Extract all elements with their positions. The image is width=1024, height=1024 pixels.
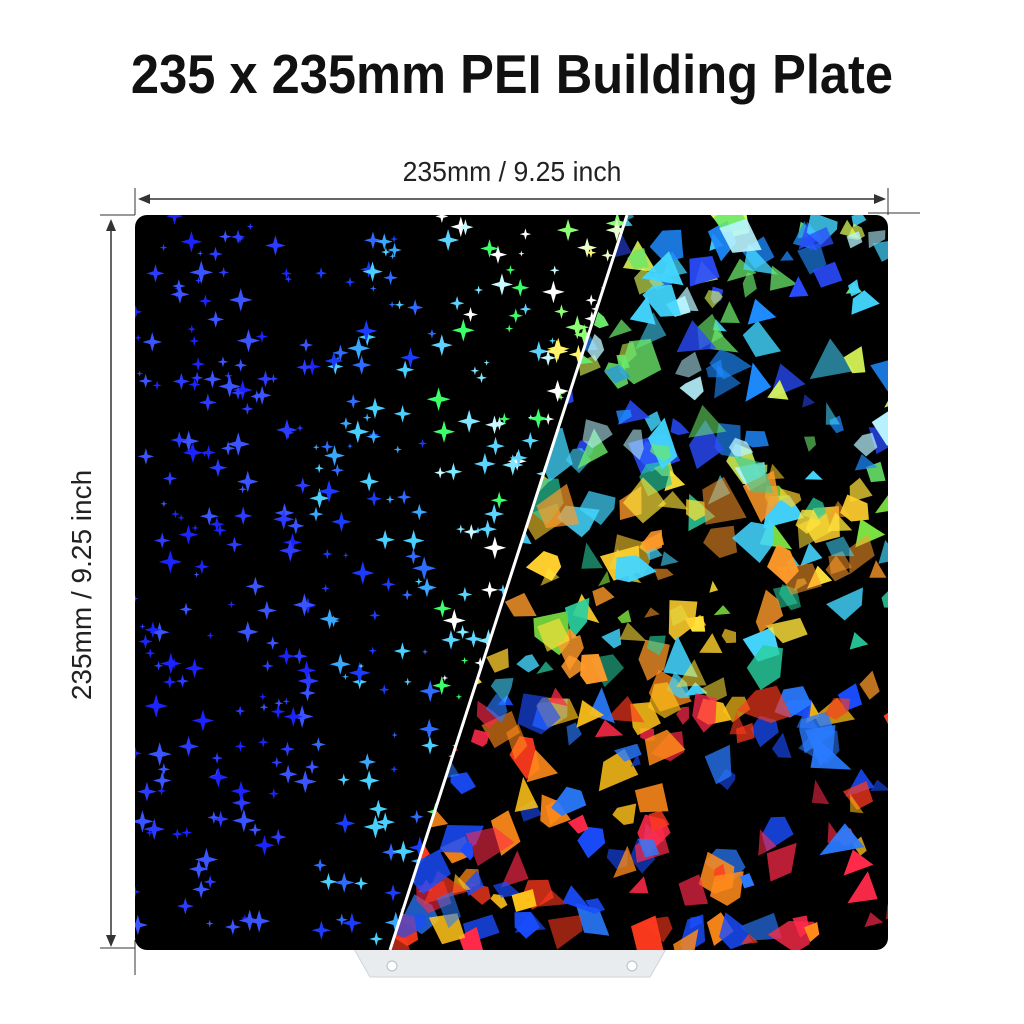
width-dimension-label: 235mm / 9.25 inch: [402, 156, 622, 187]
product-title: 235 x 235mm PEI Building Plate: [130, 43, 894, 105]
build-plate: [135, 215, 888, 950]
plate-tab: [350, 942, 670, 978]
texture-divider: [388, 215, 629, 950]
plate-graphic: [135, 215, 888, 950]
